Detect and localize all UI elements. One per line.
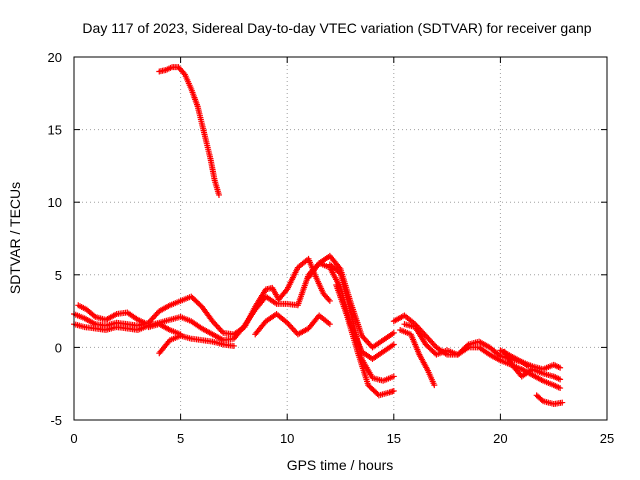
data-point-marker <box>557 376 564 383</box>
chart-title: Day 117 of 2023, Sidereal Day-to-day VTE… <box>82 20 591 36</box>
data-point-marker <box>525 363 532 370</box>
y-axis-label: SDTVAR / TECUs <box>7 182 23 294</box>
data-point-marker <box>141 319 148 326</box>
data-point-marker <box>557 364 564 371</box>
series-sat-e <box>156 332 237 357</box>
x-axis-label: GPS time / hours <box>287 457 394 473</box>
y-tick-label: 5 <box>55 268 62 283</box>
data-point-marker <box>431 382 438 389</box>
data-point-marker <box>390 329 397 336</box>
data-point-marker <box>557 385 564 392</box>
series-sat-h <box>305 252 397 351</box>
x-tick-label: 5 <box>177 431 184 446</box>
x-tick-label: 15 <box>387 431 401 446</box>
x-tick-label: 25 <box>600 431 614 446</box>
data-point-marker <box>390 373 397 380</box>
series-sat-d <box>75 302 148 326</box>
data-point-marker <box>559 399 566 406</box>
data-point-marker <box>390 387 397 394</box>
series-sat-l <box>397 326 438 389</box>
series-sat-b <box>71 255 333 338</box>
series-sat-a <box>156 64 222 198</box>
y-tick-label: 15 <box>48 123 62 138</box>
series-sat-m <box>401 321 564 392</box>
series-sat-p <box>533 392 566 408</box>
grid-lines <box>74 57 607 420</box>
data-point-marker <box>390 341 397 348</box>
data-point-marker <box>215 191 222 198</box>
series-sat-j <box>333 281 397 399</box>
data-markers <box>71 64 566 408</box>
y-tick-label: 10 <box>48 195 62 210</box>
x-tick-label: 0 <box>70 431 77 446</box>
data-point-marker <box>230 342 237 349</box>
y-tick-label: 20 <box>48 50 62 65</box>
data-point-marker <box>177 331 184 338</box>
series-sat-f <box>145 321 184 338</box>
x-tick-label: 10 <box>280 431 294 446</box>
data-point-marker <box>538 396 545 403</box>
data-point-marker <box>326 297 333 304</box>
y-tick-label: -5 <box>50 413 62 428</box>
x-tick-label: 20 <box>493 431 507 446</box>
y-tick-label: 0 <box>55 340 62 355</box>
axis-ticks: 0 5 10 15 20 25 -5 0 5 10 15 20 <box>48 50 615 446</box>
series-sat-g <box>252 311 333 338</box>
data-point-marker <box>326 321 333 328</box>
plot-frame <box>73 56 608 421</box>
series-sat-o <box>501 348 564 383</box>
